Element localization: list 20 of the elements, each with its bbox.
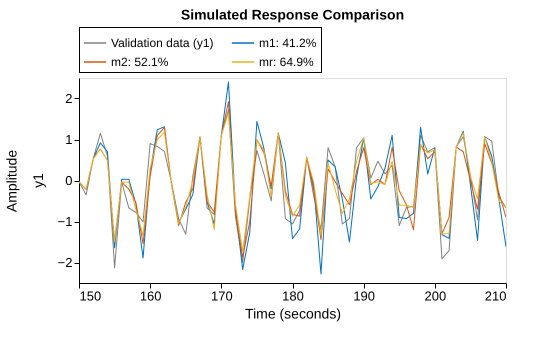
- x-tick-label: 160: [140, 288, 162, 304]
- x-tick-label: 150: [80, 288, 102, 304]
- y-tick-label: −2: [58, 255, 72, 270]
- x-tick-label: 190: [353, 288, 376, 304]
- legend-label: mr: 64.9%: [259, 55, 314, 69]
- legend-label: m1: 41.2%: [259, 36, 317, 50]
- x-tick-label: 170: [210, 288, 233, 304]
- legend-label: Validation data (y1): [111, 36, 214, 50]
- y-tick-label: −1: [58, 214, 72, 229]
- y-tick-label: 2: [65, 91, 72, 106]
- text: y1: [30, 172, 46, 188]
- legend-label: m2: 52.1%: [111, 55, 169, 69]
- x-tick-label: 200: [424, 288, 446, 304]
- x-tick-label: 180: [282, 288, 304, 304]
- y-tick-label: 0: [65, 173, 72, 188]
- x-tick-label: 210: [484, 288, 506, 304]
- y-axis-title: Amplitude: [4, 150, 20, 212]
- x-axis-title: Time (seconds): [245, 306, 341, 322]
- chart-title: Simulated Response Comparison: [180, 6, 404, 22]
- y-tick-label: 1: [65, 132, 72, 147]
